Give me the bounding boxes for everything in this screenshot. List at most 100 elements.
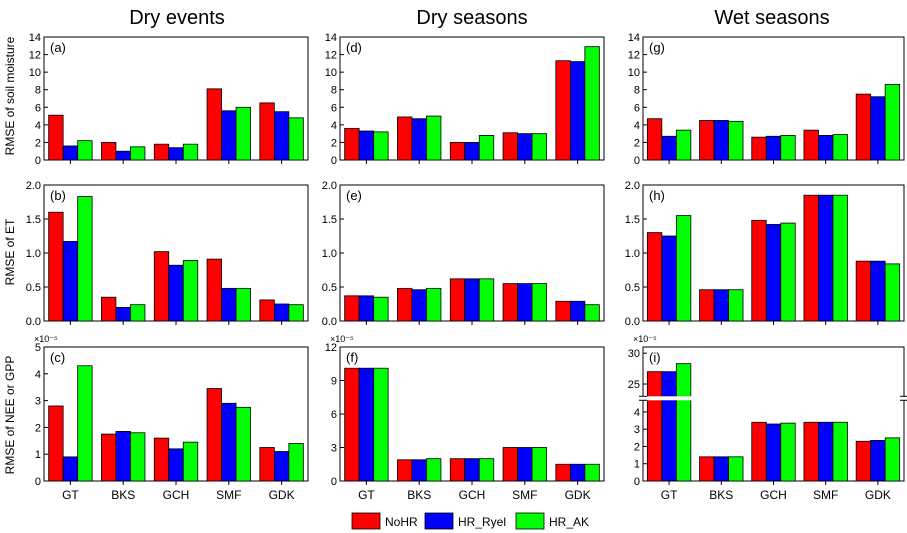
panel-label: (h) — [649, 188, 665, 203]
x-tick-label: GCH — [459, 488, 486, 502]
bar-hr-ak — [584, 46, 600, 161]
x-tick-label: GT — [62, 488, 79, 502]
bar-hr-ak — [531, 447, 547, 482]
bar-nohr — [48, 211, 64, 322]
y-tick-label: 2.0 — [625, 180, 640, 192]
bar-nohr — [449, 142, 466, 161]
scale-label: ×10⁻⁵ — [330, 334, 354, 344]
y-tick-label: 1.0 — [26, 248, 41, 260]
bar-nohr — [803, 129, 819, 161]
y-tick-label: 1 — [35, 449, 41, 461]
bar-hr-ryel — [358, 295, 375, 322]
bar-hr-ak — [182, 143, 199, 161]
x-tick-label: GT — [661, 488, 678, 502]
y-tick-label: 1.0 — [625, 248, 640, 260]
bar-nohr — [101, 142, 117, 161]
bar-hr-ak — [728, 120, 744, 161]
legend-item-hr-ryel: HR_Ryel — [424, 512, 506, 530]
column-title: Dry seasons — [416, 7, 527, 29]
y-tick-label: 3 — [634, 424, 640, 436]
y-tick-label: 0.5 — [26, 282, 41, 294]
y-tick-label: 0 — [35, 155, 41, 167]
bar-hr-ryel — [818, 194, 834, 322]
bar-hr-ryel — [661, 135, 677, 161]
y-tick-label: 1.5 — [322, 214, 337, 226]
bar-hr-ryel — [273, 451, 290, 482]
bar-hr-ak — [780, 134, 796, 161]
y-tick-label: 5 — [35, 342, 41, 354]
y-tick-label: 8 — [331, 85, 337, 97]
bar-nohr — [751, 136, 767, 161]
bar-hr-ryel — [464, 458, 480, 482]
row-label: RMSE of ET — [3, 218, 17, 285]
x-tick-label: SMF — [216, 488, 241, 502]
y-tick-label: 2 — [634, 441, 640, 453]
bar-hr-ryel — [569, 300, 586, 322]
y-tick-label: 3 — [331, 443, 337, 455]
bar-nohr — [48, 405, 64, 482]
y-tick-label: 4 — [35, 369, 41, 381]
x-tick-label: BKS — [407, 488, 431, 502]
bar-nohr — [344, 367, 360, 482]
y-tick-label: 0.5 — [322, 282, 337, 294]
column-title: Wet seasons — [714, 7, 829, 29]
bar-hr-ryel — [818, 421, 834, 482]
bar-nohr — [855, 93, 872, 161]
x-tick-label: SMF — [813, 488, 838, 502]
bar-hr-ryel — [115, 431, 131, 482]
bar-hr-ak — [675, 363, 692, 482]
y-tick-label: 10 — [29, 67, 41, 79]
bar-nohr — [555, 60, 571, 161]
x-tick-label: GDK — [865, 488, 891, 502]
bar-hr-ryel — [661, 371, 677, 482]
bar-nohr — [206, 258, 222, 322]
y-tick-label: 2 — [35, 137, 41, 149]
bar-hr-ak — [426, 115, 442, 161]
bar-nohr — [646, 371, 663, 482]
bar-hr-ryel — [464, 142, 480, 161]
bar-hr-ryel — [168, 147, 184, 161]
bar-hr-ak — [832, 134, 848, 161]
bar-hr-ryel — [168, 448, 184, 482]
bar-hr-ak — [130, 304, 146, 322]
bar-hr-ryel — [818, 134, 834, 161]
bar-hr-ak — [832, 194, 848, 322]
axis-break — [639, 396, 907, 401]
legend-item-hr-ak: HR_AK — [515, 512, 589, 530]
bar-hr-ryel — [517, 283, 533, 322]
y-tick-label: 1.5 — [26, 214, 41, 226]
bar-hr-ak — [288, 304, 304, 322]
y-tick-label: 0 — [35, 476, 41, 488]
bar-hr-ak — [728, 456, 744, 482]
bar-hr-ak — [478, 134, 495, 161]
panel-h: 0.0 0.5 1.0 1.5 2.0 (h) — [625, 180, 905, 328]
bar-nohr — [751, 219, 767, 322]
panel-label: (c) — [50, 350, 65, 365]
bar-hr-ryel — [221, 287, 237, 322]
bar-hr-ryel — [870, 96, 886, 161]
bar-hr-ryel — [411, 118, 427, 161]
bar-nohr — [855, 440, 872, 482]
bar-nohr — [101, 433, 117, 482]
bar-hr-ryel — [358, 130, 375, 161]
bar-hr-ak — [373, 296, 389, 322]
bar-nohr — [646, 232, 663, 322]
bar-nohr — [699, 289, 715, 322]
bar-hr-ryel — [221, 110, 237, 161]
y-tick-label: 25 — [628, 379, 640, 391]
bar-hr-ak — [235, 406, 251, 482]
bar-hr-ak — [832, 421, 848, 482]
bar-hr-ryel — [569, 61, 586, 161]
bar-nohr — [555, 463, 571, 482]
x-tick-label: GDK — [269, 488, 295, 502]
panel-e: 0.0 0.5 1.0 1.5 2.0 (e) — [322, 180, 605, 328]
bar-nohr — [259, 299, 275, 322]
y-tick-label: 6 — [331, 409, 337, 421]
y-tick-label: 1.0 — [322, 248, 337, 260]
bar-hr-ak — [426, 287, 442, 322]
bar-hr-ak — [426, 458, 442, 482]
y-tick-label: 0 — [634, 476, 640, 488]
bar-hr-ak — [288, 117, 304, 161]
row-label: RMSE of soil moisture — [3, 36, 17, 155]
